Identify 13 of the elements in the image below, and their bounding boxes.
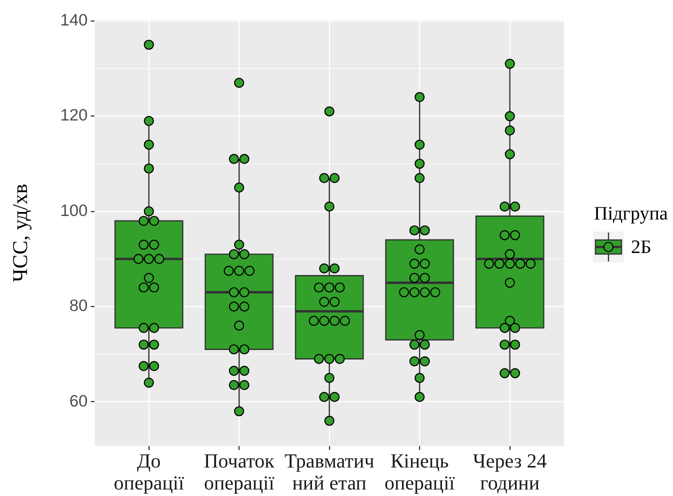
y-tick-label: 60: [69, 392, 88, 410]
y-tick-label: 100: [60, 202, 88, 220]
x-tick-label: Кінець операції: [384, 450, 456, 494]
y-tick-label: 140: [60, 12, 88, 30]
x-tick-label: Початок операції: [204, 450, 275, 494]
legend-label: 2Б: [631, 236, 652, 258]
x-tick-label: До операції: [114, 450, 184, 494]
y-tick-label: 120: [60, 106, 88, 125]
x-tick-label: Через 24 години: [472, 450, 547, 494]
y-axis-title: ЧСС, уд/хв: [8, 184, 32, 282]
legend-title: Підгрупа: [594, 203, 668, 224]
y-tick-label: 80: [69, 297, 88, 316]
x-tick-label: Травматич ний етап: [284, 450, 374, 494]
